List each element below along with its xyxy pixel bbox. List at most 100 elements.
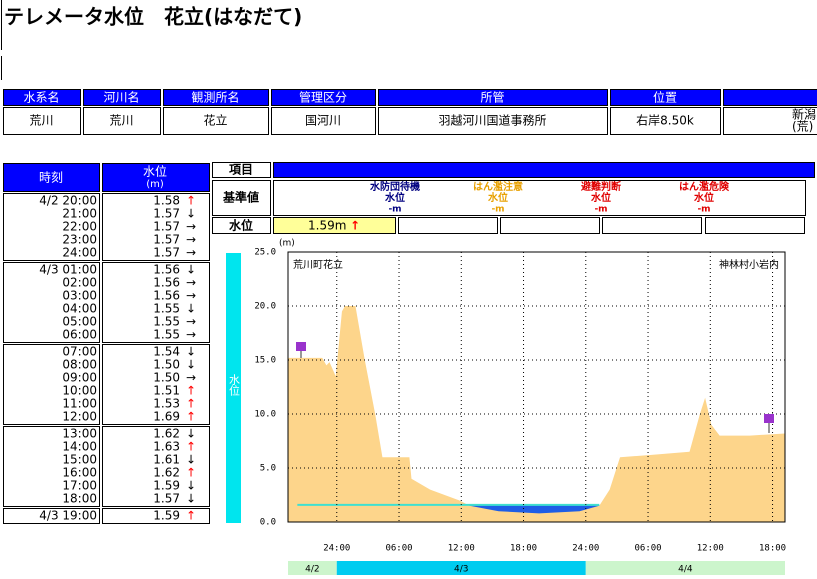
time-text: 4/3 01:00 bbox=[39, 263, 97, 277]
time-text: 17:00 bbox=[62, 479, 97, 493]
header-cell bbox=[273, 162, 815, 178]
cell-text: 荒川 bbox=[29, 114, 53, 128]
trend-arrow: ↓ bbox=[186, 453, 196, 467]
level-text: 1.54 bbox=[153, 345, 180, 359]
date-band bbox=[336, 561, 586, 575]
trend-arrow: ↓ bbox=[186, 492, 196, 506]
trend-arrow: ↑ bbox=[186, 509, 196, 523]
trend-arrow: ↑ bbox=[186, 194, 196, 208]
level-value: -m bbox=[594, 205, 607, 215]
level-text: 1.56 bbox=[153, 263, 180, 277]
table-cell bbox=[378, 107, 608, 135]
header-cell bbox=[610, 89, 721, 106]
empty-cell bbox=[398, 217, 498, 234]
marker-icons bbox=[296, 342, 774, 433]
trend-arrow: → bbox=[186, 276, 196, 290]
y-tick-label: 0.0 bbox=[260, 518, 276, 528]
y-tick-label: 25.0 bbox=[254, 248, 276, 258]
trend-arrow: → bbox=[186, 328, 196, 342]
column-header: 水位 bbox=[143, 164, 167, 179]
column-header: 所管 bbox=[480, 90, 504, 105]
y-tick-label: 20.0 bbox=[254, 302, 276, 312]
label-cell bbox=[212, 162, 271, 178]
header-cell bbox=[163, 89, 269, 106]
group-cell bbox=[102, 508, 210, 524]
trend-arrow: ↓ bbox=[186, 358, 196, 372]
group-cell bbox=[102, 262, 210, 343]
trend-arrow: → bbox=[186, 371, 196, 385]
table-cell bbox=[163, 107, 269, 135]
trend-arrow: → bbox=[186, 233, 196, 247]
empty-cell bbox=[500, 217, 600, 234]
trend-arrow: ↓ bbox=[186, 479, 196, 493]
x-tick-label: 24:00 bbox=[323, 544, 350, 554]
trend-arrow: ↓ bbox=[186, 302, 196, 316]
table-cell bbox=[723, 107, 817, 135]
level-text: 1.61 bbox=[153, 453, 180, 467]
y-axis-label: 水位 bbox=[228, 374, 241, 396]
page-title: テレメータ水位 花立(はなだて) bbox=[4, 5, 302, 29]
annotation: 荒川町花立 bbox=[293, 258, 343, 271]
level-name: はん濫注意 bbox=[473, 180, 523, 193]
trend-arrow: ↑ bbox=[186, 466, 196, 480]
time-text: 08:00 bbox=[62, 358, 97, 372]
date-label: 4/2 bbox=[305, 565, 319, 575]
header-cell bbox=[102, 163, 210, 192]
level-value: -m bbox=[491, 205, 504, 215]
date-band bbox=[585, 561, 785, 575]
cell-text: (荒) bbox=[792, 120, 813, 134]
time-text: 15:00 bbox=[62, 453, 97, 467]
time-text: 24:00 bbox=[62, 246, 97, 260]
level-name: 水位 bbox=[590, 191, 611, 204]
time-text: 02:00 bbox=[62, 276, 97, 290]
date-band bbox=[288, 561, 337, 575]
cell-text: 荒川 bbox=[109, 114, 133, 128]
cell-text: 新潟 bbox=[792, 107, 816, 122]
current-value: 1.59m bbox=[308, 219, 346, 233]
header-cell bbox=[271, 89, 376, 106]
row-label: 水位 bbox=[229, 218, 253, 233]
time-text: 22:00 bbox=[62, 220, 97, 234]
label-cell bbox=[212, 180, 271, 216]
x-tick-label: 18:00 bbox=[759, 544, 786, 554]
level-name: 水防団待機 bbox=[369, 180, 420, 193]
trend-arrow: ↑ bbox=[186, 410, 196, 424]
level-text: 1.57 bbox=[153, 207, 180, 221]
level-text: 1.59 bbox=[153, 479, 180, 493]
level-text: 1.57 bbox=[153, 492, 180, 506]
y-tick-label: 5.0 bbox=[260, 464, 276, 474]
column-header: 管理区分 bbox=[299, 90, 347, 105]
table-cell bbox=[271, 107, 376, 135]
time-text: 04:00 bbox=[62, 302, 97, 316]
level-name: 水位 bbox=[384, 191, 405, 204]
level-text: 1.55 bbox=[153, 328, 180, 342]
time-text: 18:00 bbox=[62, 492, 97, 506]
trend-arrow: ↓ bbox=[186, 263, 196, 277]
level-name: はん濫危険 bbox=[679, 180, 730, 193]
level-text: 1.55 bbox=[153, 302, 180, 316]
x-tick-label: 06:00 bbox=[634, 544, 661, 554]
level-text: 1.57 bbox=[153, 220, 180, 234]
group-cell bbox=[3, 426, 100, 507]
column-header: (m) bbox=[146, 179, 164, 190]
level-name: 水位 bbox=[487, 191, 508, 204]
date-label: 4/3 bbox=[454, 565, 468, 575]
table-cell bbox=[83, 107, 161, 135]
trend-arrow: ↑ bbox=[186, 440, 196, 454]
level-text: 1.63 bbox=[153, 440, 180, 454]
time-text: 13:00 bbox=[62, 427, 97, 441]
level-name: 水位 bbox=[693, 191, 714, 204]
level-text: 1.69 bbox=[153, 410, 180, 424]
cell-text: 右岸8.50k bbox=[636, 113, 694, 128]
cell-text: 国河川 bbox=[305, 114, 341, 128]
label-cell bbox=[212, 217, 271, 234]
group-cell bbox=[3, 344, 100, 425]
time-text: 12:00 bbox=[62, 410, 97, 424]
trend-arrow: ↑ bbox=[186, 397, 196, 411]
level-text: 1.62 bbox=[153, 427, 180, 441]
group-cell bbox=[3, 193, 100, 261]
row-label: 基準値 bbox=[222, 190, 259, 205]
cell-text: 羽越河川国道事務所 bbox=[438, 114, 546, 128]
table-cell bbox=[3, 107, 81, 135]
